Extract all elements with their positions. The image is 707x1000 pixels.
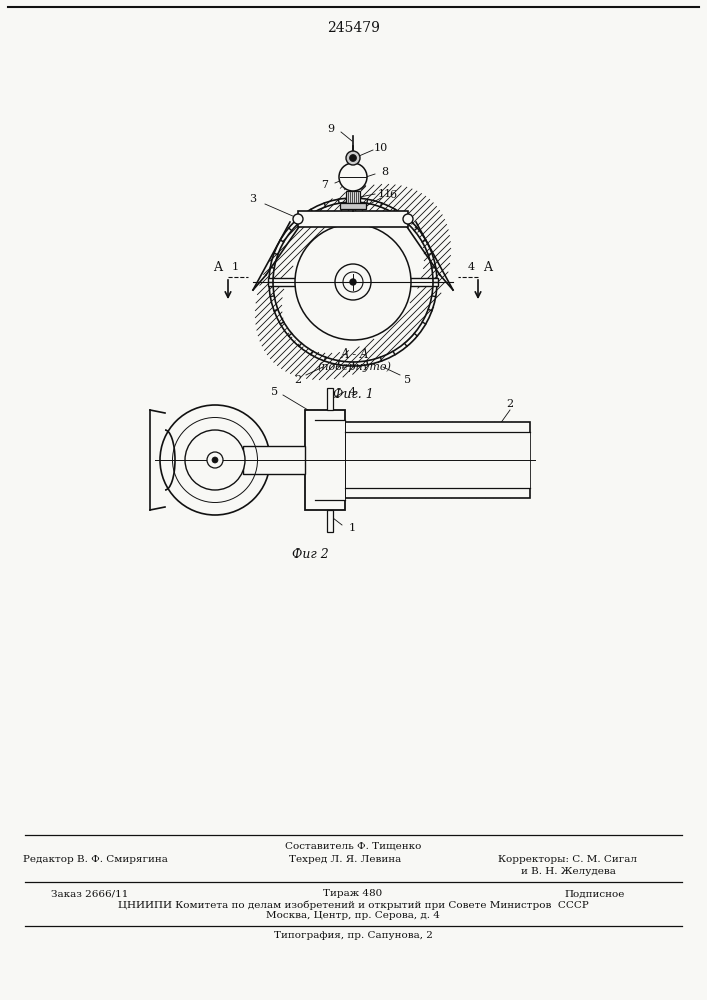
Bar (345, 422, 530, 498)
Text: Техред Л. Я. Левина: Техред Л. Я. Левина (289, 856, 401, 864)
Text: A: A (484, 261, 493, 274)
Text: Редактор В. Ф. Смирягина: Редактор В. Ф. Смирягина (23, 856, 168, 864)
Bar (346, 191, 360, 203)
Circle shape (269, 198, 437, 366)
Circle shape (212, 457, 218, 463)
Circle shape (295, 224, 411, 340)
Circle shape (160, 405, 270, 515)
Bar (298, 211, 408, 227)
Text: 2: 2 (506, 399, 513, 409)
Text: 11: 11 (378, 189, 392, 199)
Text: 1: 1 (349, 523, 356, 533)
Text: 7: 7 (322, 180, 329, 190)
Circle shape (346, 151, 360, 165)
Text: Подписное: Подписное (565, 890, 625, 898)
Circle shape (293, 214, 303, 224)
Text: Корректоры: С. М. Сигал: Корректоры: С. М. Сигал (498, 856, 638, 864)
Bar (340, 203, 366, 209)
Text: 4: 4 (467, 262, 474, 272)
Text: Типография, пр. Сапунова, 2: Типография, пр. Сапунова, 2 (274, 932, 433, 940)
Text: ЦНИИПИ Комитета по делам изобретений и открытий при Совете Министров  СССР: ЦНИИПИ Комитета по делам изобретений и о… (117, 900, 588, 910)
Circle shape (350, 279, 356, 285)
Text: 8: 8 (382, 167, 389, 177)
Text: 1: 1 (231, 262, 238, 272)
Text: Фиг. 1: Фиг. 1 (332, 387, 373, 400)
Text: A - A: A - A (341, 349, 369, 361)
Bar (327, 388, 333, 410)
Circle shape (335, 264, 371, 300)
Text: 3: 3 (250, 194, 257, 204)
Text: и В. Н. Желудева: и В. Н. Желудева (520, 867, 615, 876)
Circle shape (207, 452, 223, 468)
Text: 4: 4 (349, 387, 356, 397)
Bar (243, 446, 305, 474)
Circle shape (403, 214, 413, 224)
Bar (268, 278, 438, 286)
Bar (316, 420, 345, 500)
Text: Москва, Центр, пр. Серова, д. 4: Москва, Центр, пр. Серова, д. 4 (266, 912, 440, 920)
Text: 5: 5 (404, 375, 411, 385)
Text: (повернуто): (повернуто) (318, 362, 392, 372)
Text: Составитель Ф. Тищенко: Составитель Ф. Тищенко (285, 842, 421, 850)
Text: Фиг 2: Фиг 2 (291, 548, 328, 562)
Text: 245479: 245479 (327, 21, 380, 35)
Text: 5: 5 (271, 387, 279, 397)
Circle shape (339, 163, 367, 191)
Text: Заказ 2666/11: Заказ 2666/11 (52, 890, 129, 898)
Text: 6: 6 (390, 190, 397, 200)
Circle shape (185, 430, 245, 490)
Text: 10: 10 (374, 143, 388, 153)
Bar (327, 510, 333, 532)
Text: Тираж 480: Тираж 480 (323, 890, 382, 898)
Bar (305, 410, 345, 510)
Text: A: A (214, 261, 223, 274)
Text: 9: 9 (327, 124, 334, 134)
Circle shape (349, 154, 356, 161)
Bar (346, 432, 530, 488)
Text: 2: 2 (294, 375, 302, 385)
